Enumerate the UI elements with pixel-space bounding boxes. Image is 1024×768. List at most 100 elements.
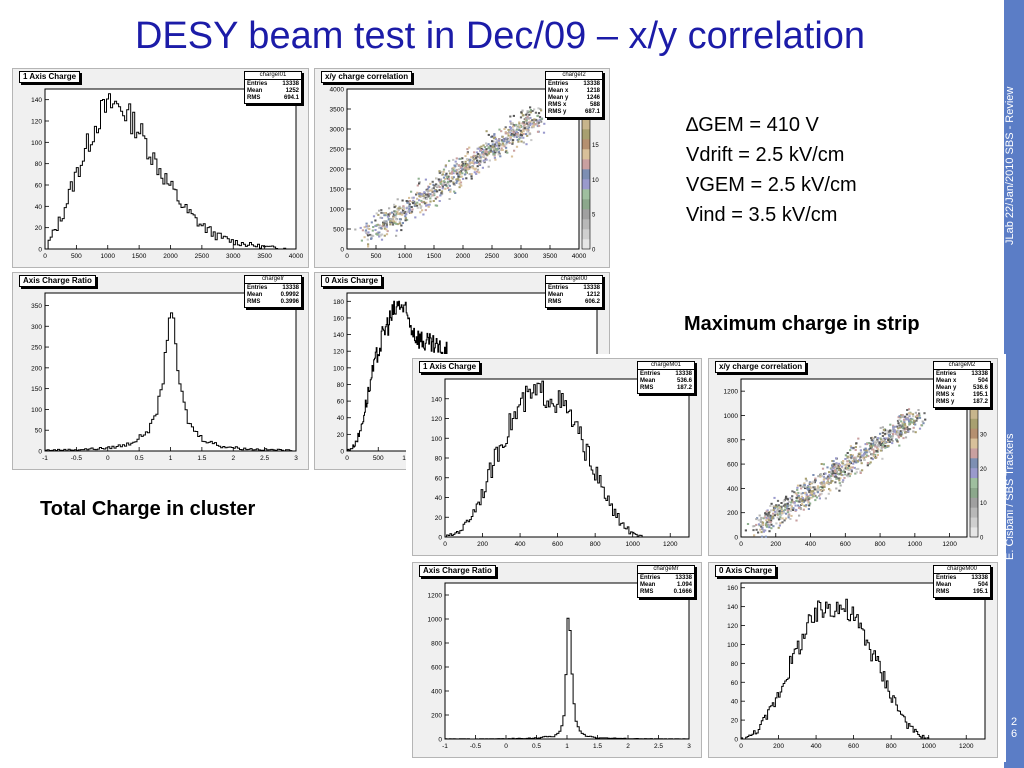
density-cell <box>765 522 768 525</box>
density-cell <box>470 177 473 180</box>
stats-value: 1218 <box>586 88 600 94</box>
density-cell <box>776 508 779 511</box>
density-cell <box>391 211 394 214</box>
density-cell <box>918 414 921 417</box>
density-cell <box>455 180 458 183</box>
density-cell <box>468 146 471 149</box>
stats-value: 0.1666 <box>673 589 692 595</box>
density-cell <box>806 497 809 500</box>
density-cell <box>861 455 864 458</box>
density-cell <box>489 150 492 153</box>
density-cell <box>511 142 514 145</box>
density-cell <box>411 196 414 199</box>
density-cell <box>489 144 492 147</box>
stats-row: Mean 0.9992 <box>247 292 299 299</box>
density-cell <box>843 471 846 473</box>
density-cell <box>791 490 794 493</box>
y-tick-label: 140 <box>727 604 738 611</box>
density-cell <box>912 430 915 433</box>
density-cell <box>461 157 464 160</box>
density-cell <box>464 160 467 163</box>
density-cell <box>386 215 390 218</box>
density-cell <box>425 193 428 196</box>
density-cell <box>834 481 837 484</box>
density-cell <box>401 213 404 216</box>
density-cell <box>898 424 901 427</box>
density-cell <box>837 477 840 480</box>
density-cell <box>920 424 924 427</box>
density-cell <box>367 243 370 246</box>
density-cell <box>525 125 528 128</box>
density-cell <box>834 474 837 476</box>
density-cell <box>370 234 373 237</box>
density-cell <box>495 144 498 147</box>
density-cell <box>780 514 783 516</box>
density-cell <box>897 430 900 433</box>
density-cell <box>822 488 825 491</box>
density-cell <box>785 512 788 515</box>
density-cell <box>904 425 908 428</box>
density-cell <box>501 149 504 151</box>
density-cell <box>459 181 463 184</box>
stats-value: 504 <box>977 582 988 588</box>
density-cell <box>768 530 771 533</box>
density-cell <box>499 143 502 146</box>
x-tick-label: 800 <box>875 541 886 548</box>
density-cell <box>515 133 518 136</box>
density-cell <box>452 158 455 161</box>
histogram-svg: 0 200 400 600 800 1000 12000200400600800100012… <box>724 378 987 548</box>
density-cell <box>536 114 539 117</box>
density-cell <box>906 409 909 411</box>
density-cell <box>874 457 877 459</box>
density-cell <box>528 121 531 124</box>
density-cell <box>802 500 805 503</box>
density-cell <box>377 213 380 216</box>
color-scale-cell <box>582 229 590 240</box>
density-cell <box>817 475 820 478</box>
density-cell <box>842 460 845 462</box>
density-cell <box>870 437 873 440</box>
y-tick-label: 3500 <box>330 107 345 114</box>
stats-row: RMS y 187.2 <box>936 399 988 406</box>
stats-row: RMS 0.3996 <box>247 299 299 306</box>
density-cell <box>887 444 890 447</box>
density-cell <box>793 501 796 504</box>
density-cell <box>418 182 421 185</box>
density-cell <box>876 446 879 449</box>
density-cell <box>872 437 875 440</box>
density-cell <box>507 140 510 143</box>
density-cell <box>908 421 911 424</box>
density-cell <box>435 204 439 207</box>
density-cell <box>805 493 808 496</box>
density-cell <box>445 185 448 188</box>
density-cell <box>855 471 858 474</box>
density-cell <box>828 477 831 480</box>
density-cell <box>807 495 810 498</box>
density-cell <box>402 205 405 208</box>
stats-value: 195.1 <box>972 589 988 595</box>
density-cell <box>538 116 542 118</box>
density-cell <box>460 163 463 166</box>
density-cell <box>755 518 758 521</box>
density-cell <box>367 245 370 248</box>
density-cell <box>472 154 476 157</box>
density-cell <box>398 221 401 223</box>
density-cell <box>483 155 486 158</box>
density-cell <box>466 151 469 154</box>
density-cell <box>426 193 429 196</box>
z-tick-label: 0 <box>592 248 596 254</box>
stats-value: 687.1 <box>584 109 600 115</box>
density-cell <box>416 191 419 194</box>
histogram-line <box>444 617 690 740</box>
density-cell <box>497 139 500 142</box>
plot-panel: 0 200 400 600 800 1000 1200 0 20 40 60 80 100 120 140 1… <box>412 358 702 556</box>
density-cell <box>516 139 519 141</box>
density-cell <box>835 477 838 480</box>
density-cell <box>895 439 898 441</box>
density-cell <box>891 442 894 445</box>
x-tick-label: 0.5 <box>135 455 144 462</box>
density-cell <box>506 132 509 135</box>
density-cell <box>901 415 904 418</box>
density-cell <box>491 150 494 153</box>
density-cell <box>831 480 834 482</box>
